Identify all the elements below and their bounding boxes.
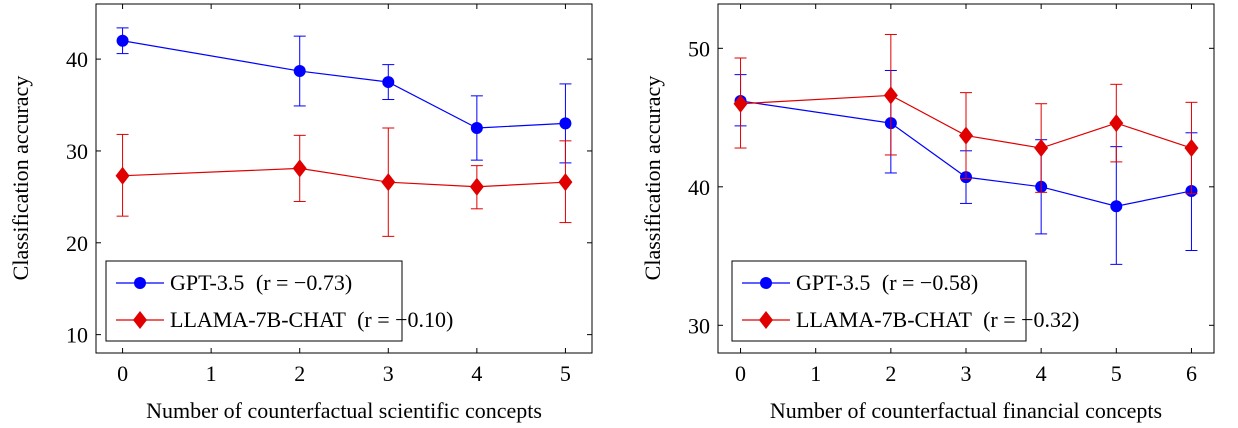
data-point [733, 94, 748, 113]
chart-left: 0 1 2 3 4 5 10 20 30 40 Number of counterfactual… [8, 3, 593, 423]
chart-right-xticks: 0 1 2 3 4 5 6 [735, 4, 1197, 386]
legend-entry-llama: LLAMA-7B-CHAT (r = −0.32) [742, 307, 1079, 332]
data-point [116, 34, 129, 47]
data-point [1110, 200, 1123, 213]
chart-right-ylabel: Classification accuracy [640, 76, 665, 281]
y-tick-label: 40 [688, 175, 710, 200]
data-point [470, 121, 483, 134]
data-point [1034, 139, 1049, 158]
y-tick-label: 20 [66, 231, 88, 256]
series-line [122, 40, 566, 129]
x-tick-label: 0 [735, 361, 746, 386]
chart-right: 0 1 2 3 4 5 6 30 40 50 Number of counterfactual … [640, 3, 1215, 423]
legend-marker-gpt [760, 277, 772, 289]
legend-marker-llama [759, 311, 773, 329]
x-tick-label: 3 [383, 361, 394, 386]
y-tick-label: 30 [66, 139, 88, 164]
data-point [558, 173, 573, 192]
chart-right-legend: GPT-3.5 (r = −0.58) LLAMA-7B-CHAT (r = −… [731, 260, 1079, 342]
x-tick-label: 5 [560, 361, 571, 386]
chart-left-xlabel: Number of counterfactual scientific conc… [146, 398, 542, 423]
x-tick-label: 2 [885, 361, 896, 386]
legend-label-llama: LLAMA-7B-CHAT (r = −0.10) [170, 307, 453, 332]
x-tick-label: 6 [1186, 361, 1197, 386]
series-line [740, 100, 1192, 207]
chart-left-legend: GPT-3.5 (r = −0.73) LLAMA-7B-CHAT (r = −… [105, 260, 453, 342]
data-point [559, 117, 572, 130]
x-tick-label: 5 [1111, 361, 1122, 386]
legend-box [731, 260, 1027, 342]
chart-right-marks [733, 33, 1199, 265]
data-point [293, 65, 306, 78]
x-tick-label: 4 [471, 361, 482, 386]
x-tick-label: 1 [206, 361, 217, 386]
x-tick-label: 2 [294, 361, 305, 386]
legend-name-gpt: GPT-3.5 [796, 270, 870, 295]
chart-right-yticks: 30 40 50 [688, 36, 1214, 338]
legend-name-llama: LLAMA-7B-CHAT [170, 307, 347, 332]
legend-r-gpt: (r = −0.73) [256, 270, 352, 295]
legend-label-gpt: GPT-3.5 (r = −0.73) [170, 270, 352, 295]
x-tick-label: 1 [810, 361, 821, 386]
y-tick-label: 30 [688, 313, 710, 338]
legend-r-gpt: (r = −0.58) [882, 270, 978, 295]
y-tick-label: 50 [688, 36, 710, 61]
legend-r-llama: (r = −0.32) [983, 307, 1079, 332]
legend-marker-llama [133, 311, 147, 329]
chart-left-ylabel: Classification accuracy [8, 76, 33, 281]
chart-left-frame [95, 3, 593, 354]
x-tick-label: 0 [117, 361, 128, 386]
legend-label-gpt: GPT-3.5 (r = −0.58) [796, 270, 978, 295]
data-point [381, 173, 396, 192]
data-point [292, 159, 307, 178]
chart-left-xticks: 0 1 2 3 4 5 [117, 4, 571, 386]
legend-entry-llama: LLAMA-7B-CHAT (r = −0.10) [116, 307, 453, 332]
legend-name-gpt: GPT-3.5 [170, 270, 244, 295]
data-point [959, 126, 973, 145]
x-tick-label: 4 [1036, 361, 1047, 386]
data-point [1109, 114, 1124, 133]
data-point [469, 177, 484, 196]
chart-right-xlabel: Number of counterfactual financial conce… [770, 398, 1162, 423]
data-point [115, 166, 130, 185]
data-point [382, 76, 395, 89]
y-tick-label: 40 [66, 47, 88, 72]
chart-left-marks [115, 27, 573, 237]
legend-box [105, 260, 403, 342]
legend-entry-gpt: GPT-3.5 (r = −0.73) [116, 270, 352, 295]
legend-r-llama: (r = −0.10) [357, 307, 453, 332]
legend-marker-gpt [134, 277, 146, 289]
legend-label-llama: LLAMA-7B-CHAT (r = −0.32) [796, 307, 1079, 332]
series-line [740, 94, 1192, 149]
legend-name-llama: LLAMA-7B-CHAT [796, 307, 973, 332]
data-point [1184, 139, 1199, 158]
data-point [883, 86, 898, 105]
y-tick-label: 10 [66, 323, 88, 348]
chart-left-yticks: 10 20 30 40 [66, 47, 592, 348]
series-line [122, 167, 566, 188]
x-tick-label: 3 [961, 361, 972, 386]
legend-entry-gpt: GPT-3.5 (r = −0.58) [742, 270, 978, 295]
